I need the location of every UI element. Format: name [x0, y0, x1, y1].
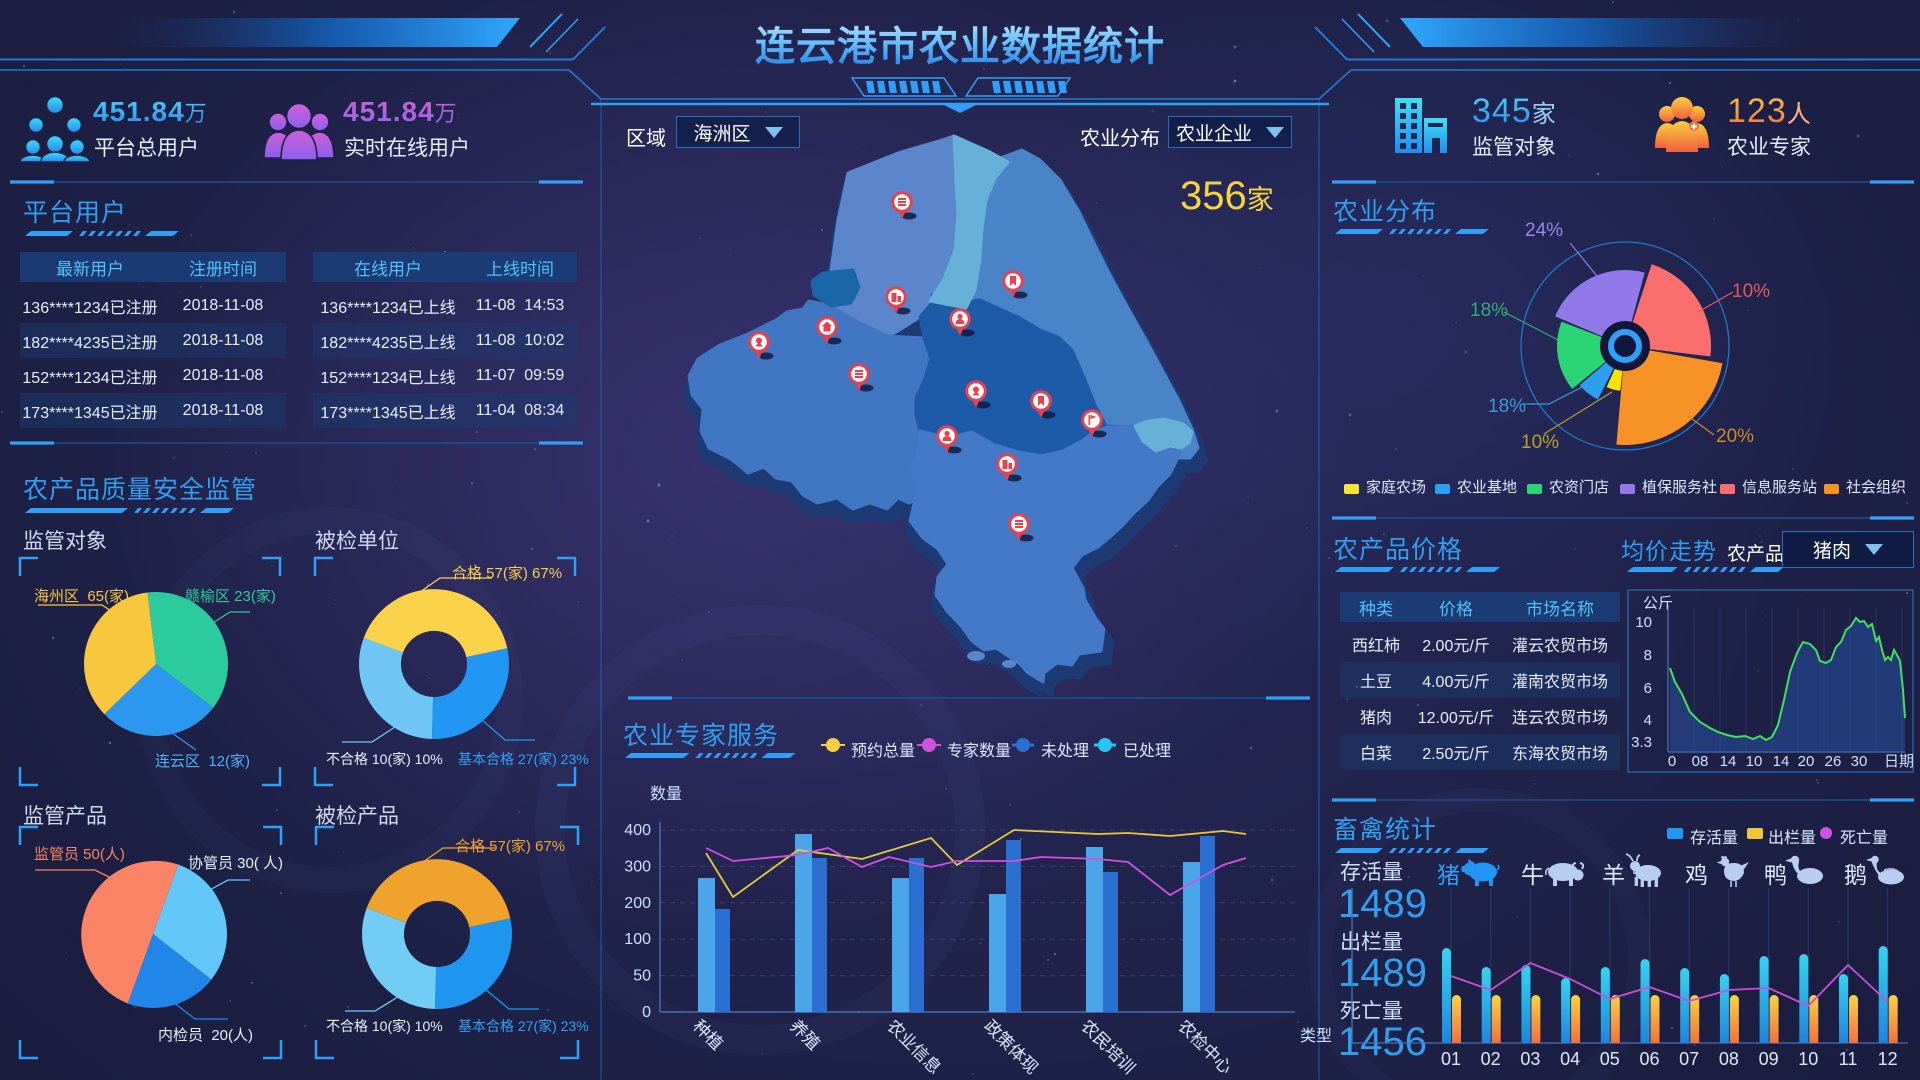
svg-text:07: 07 [1679, 1049, 1699, 1069]
svg-text:10: 10 [1635, 614, 1652, 631]
svg-text:6: 6 [1644, 680, 1652, 697]
svg-text:农业信息: 农业信息 [883, 1016, 945, 1078]
svg-text:农民培训: 农民培训 [1077, 1016, 1139, 1078]
svg-text:8: 8 [1644, 647, 1652, 664]
svg-text:11: 11 [1839, 1049, 1858, 1069]
svg-text:种植: 种植 [689, 1016, 726, 1053]
svg-text:0: 0 [1668, 753, 1676, 770]
svg-text:06: 06 [1639, 1049, 1659, 1069]
svg-text:03: 03 [1520, 1049, 1540, 1069]
svg-text:10: 10 [1798, 1049, 1818, 1069]
svg-text:农检中心: 农检中心 [1174, 1016, 1236, 1078]
svg-text:200: 200 [624, 895, 651, 912]
svg-text:08: 08 [1692, 753, 1709, 770]
svg-text:05: 05 [1600, 1049, 1620, 1069]
svg-text:02: 02 [1481, 1049, 1501, 1069]
svg-text:09: 09 [1759, 1049, 1779, 1069]
svg-text:4: 4 [1644, 712, 1652, 729]
svg-text:公斤: 公斤 [1643, 595, 1673, 612]
svg-text:14: 14 [1773, 753, 1790, 770]
svg-text:3.3: 3.3 [1631, 734, 1652, 751]
svg-text:20: 20 [1798, 753, 1815, 770]
svg-text:400: 400 [624, 822, 651, 839]
svg-text:50: 50 [633, 968, 651, 985]
svg-text:26: 26 [1825, 753, 1842, 770]
svg-text:300: 300 [624, 858, 651, 875]
svg-text:12: 12 [1878, 1049, 1898, 1069]
svg-text:01: 01 [1441, 1049, 1461, 1069]
svg-text:08: 08 [1719, 1049, 1739, 1069]
svg-text:日期: 日期 [1884, 753, 1914, 770]
svg-text:政策体现: 政策体现 [980, 1016, 1042, 1078]
svg-text:14: 14 [1720, 753, 1737, 770]
svg-text:30: 30 [1851, 753, 1868, 770]
svg-text:10: 10 [1746, 753, 1763, 770]
svg-text:04: 04 [1560, 1049, 1580, 1069]
svg-text:0: 0 [642, 1004, 651, 1021]
svg-text:100: 100 [624, 931, 651, 948]
svg-text:养殖: 养殖 [786, 1016, 823, 1053]
